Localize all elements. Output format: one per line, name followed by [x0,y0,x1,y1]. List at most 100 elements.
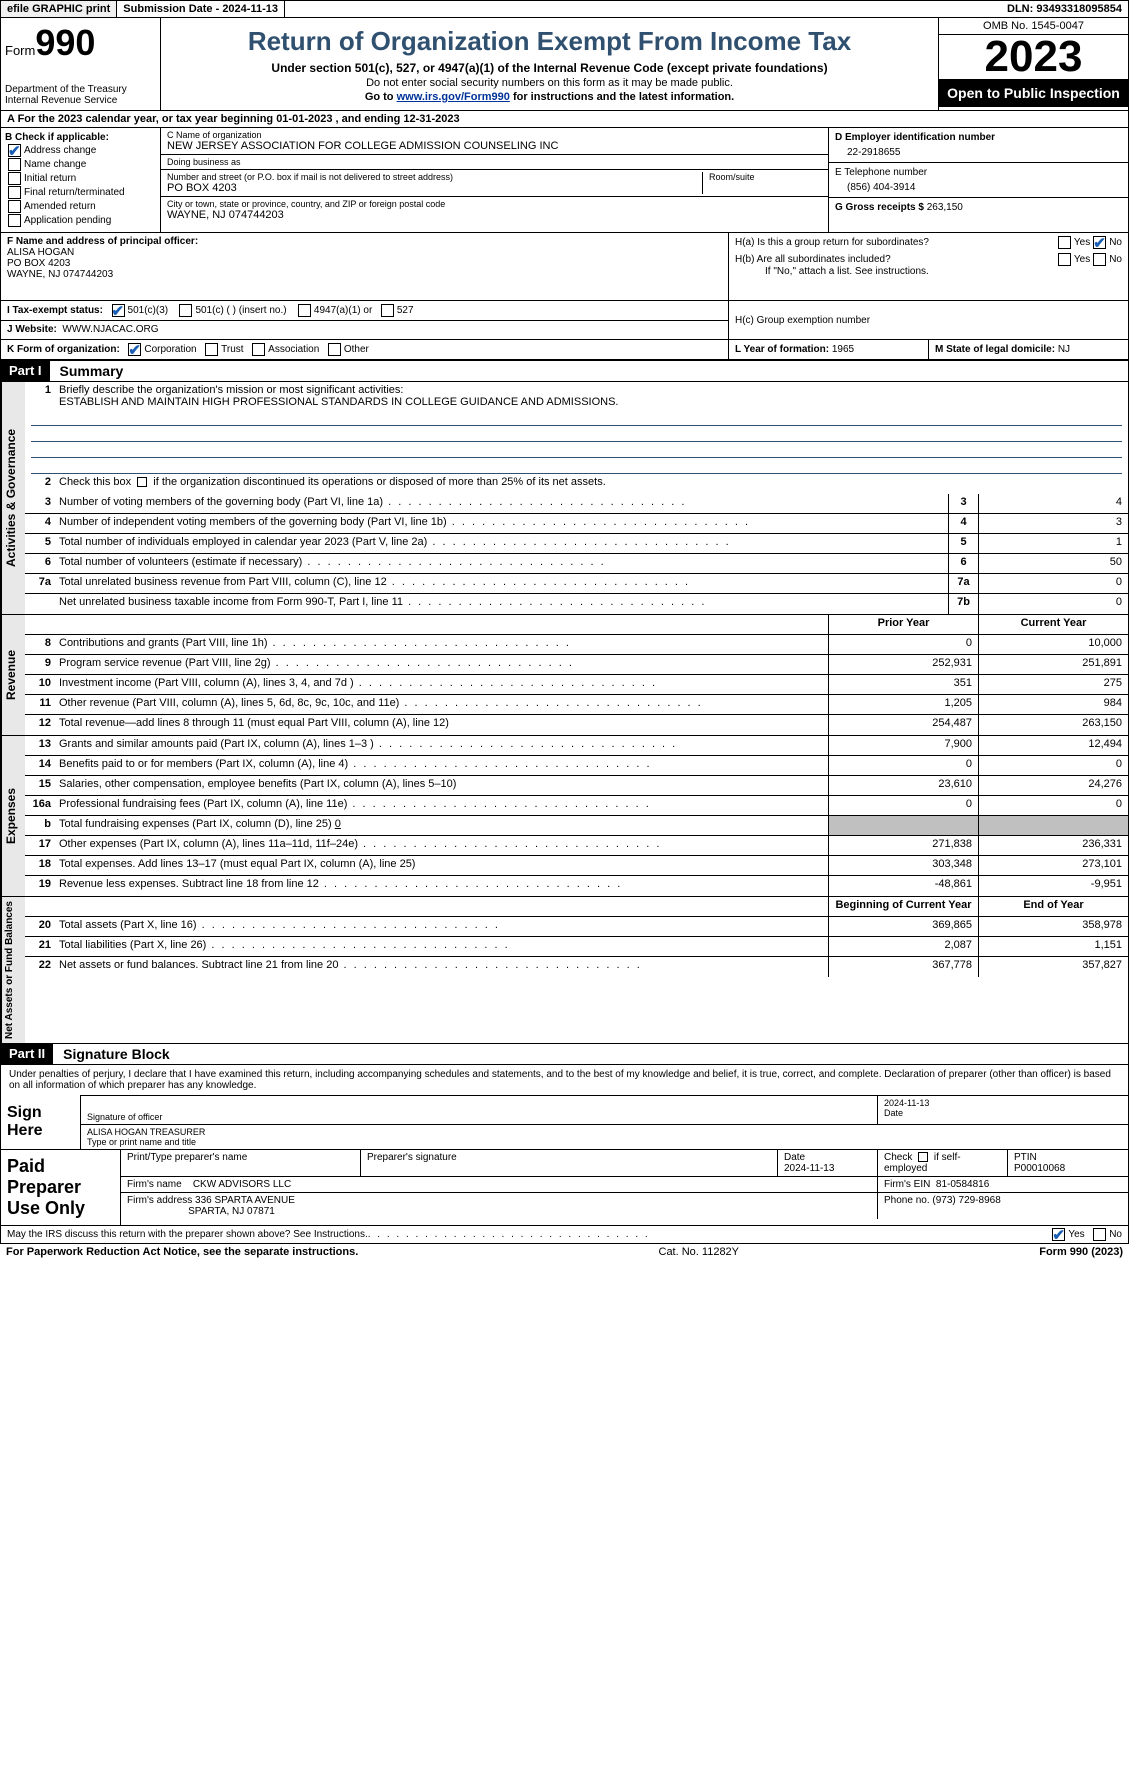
firm-ein-val: 81-0584816 [936,1179,989,1190]
firm-addr1: 336 SPARTA AVENUE [195,1195,295,1206]
l17: Other expenses (Part IX, column (A), lin… [55,836,828,855]
firm-name-val: CKW ADVISORS LLC [193,1179,291,1190]
c22: 357,827 [978,957,1128,977]
l4: Number of independent voting members of … [55,514,948,533]
c16a: 0 [978,796,1128,815]
discuss-row: May the IRS discuss this return with the… [0,1226,1129,1244]
domicile: NJ [1058,344,1070,355]
sign-here-label: Sign Here [1,1095,81,1149]
tab-net-assets: Net Assets or Fund Balances [1,897,25,1043]
p8: 0 [828,635,978,654]
cb-501c3[interactable] [112,304,125,317]
c20: 358,978 [978,917,1128,936]
cb-assoc[interactable] [252,343,265,356]
cb-hb-no[interactable] [1093,253,1106,266]
officer-label: F Name and address of principal officer: [7,236,722,247]
cb-ha-no[interactable] [1093,236,1106,249]
l3: Number of voting members of the governin… [55,494,948,513]
cb-discuss-no[interactable] [1093,1228,1106,1241]
l19: Revenue less expenses. Subtract line 18 … [55,876,828,896]
cb-initial-return[interactable] [8,172,21,185]
ssn-note: Do not enter social security numbers on … [171,77,928,89]
c9: 251,891 [978,655,1128,674]
hc-label: H(c) Group exemption number [735,315,870,326]
dept-treasury: Department of the Treasury [5,84,156,95]
cb-other[interactable] [328,343,341,356]
irs-link[interactable]: www.irs.gov/Form990 [397,91,510,103]
preparer-block: Paid Preparer Use Only Print/Type prepar… [0,1150,1129,1226]
ha-label: H(a) Is this a group return for subordin… [735,237,1055,248]
firm-ein-label: Firm's EIN [884,1179,930,1190]
pra-notice: For Paperwork Reduction Act Notice, see … [6,1246,358,1258]
year-formation-label: L Year of formation: [735,344,829,355]
website-label: J Website: [7,324,57,335]
cb-corp[interactable] [128,343,141,356]
ptin-val: P00010068 [1014,1163,1065,1174]
cb-527[interactable] [381,304,394,317]
c21: 1,151 [978,937,1128,956]
cb-amended[interactable] [8,200,21,213]
dba-label: Doing business as [167,157,822,167]
tax-year: 2023 [939,35,1128,79]
l1-label: Briefly describe the organization's miss… [59,384,403,396]
submission-date: Submission Date - 2024-11-13 [117,1,285,17]
cb-name-change[interactable] [8,158,21,171]
l12: Total revenue—add lines 8 through 11 (mu… [55,715,828,735]
city-value: WAYNE, NJ 074744203 [167,209,822,221]
c17: 236,331 [978,836,1128,855]
city-label: City or town, state or province, country… [167,199,822,209]
cb-self-employed[interactable] [918,1152,928,1162]
room-label: Room/suite [709,172,822,182]
cb-discuss-yes[interactable] [1052,1228,1065,1241]
ein-value: 22-2918655 [835,143,1122,158]
cb-address-change[interactable] [8,144,21,157]
tab-governance: Activities & Governance [1,382,25,614]
domicile-label: M State of legal domicile: [935,344,1055,355]
l22: Net assets or fund balances. Subtract li… [55,957,828,977]
cb-hb-yes[interactable] [1058,253,1071,266]
part2-header: Part II [1,1044,53,1064]
cb-501c[interactable] [179,304,192,317]
cb-discontinued[interactable] [137,477,147,487]
hb-label: H(b) Are all subordinates included? [735,254,1055,265]
sig-date-label: Date [884,1108,1122,1118]
l7b: Net unrelated business taxable income fr… [55,594,948,614]
phone-label: E Telephone number [835,167,1122,178]
col-end: End of Year [978,897,1128,916]
l21: Total liabilities (Part X, line 26) [55,937,828,956]
public-inspection: Open to Public Inspection [939,79,1128,107]
p18: 303,348 [828,856,978,875]
p21: 2,087 [828,937,978,956]
sig-officer-label: Signature of officer [87,1112,871,1122]
c14: 0 [978,756,1128,775]
cb-4947[interactable] [298,304,311,317]
officer-name: ALISA HOGAN [7,247,722,258]
l15: Salaries, other compensation, employee b… [55,776,828,795]
cb-trust[interactable] [205,343,218,356]
box-b: B Check if applicable: Address change Na… [1,128,161,232]
c19: -9,951 [978,876,1128,896]
l1-text: ESTABLISH AND MAINTAIN HIGH PROFESSIONAL… [59,396,618,408]
v5: 1 [978,534,1128,553]
street-label: Number and street (or P.O. box if mail i… [167,172,702,182]
p13: 7,900 [828,736,978,755]
cb-final-return[interactable] [8,186,21,199]
col-current: Current Year [978,615,1128,634]
section-a: A For the 2023 calendar year, or tax yea… [0,111,1129,128]
dln: DLN: 93493318095854 [1001,1,1128,17]
sig-date-val: 2024-11-13 [884,1098,1122,1108]
p20: 369,865 [828,917,978,936]
form-title: Return of Organization Exempt From Incom… [171,26,928,57]
p19: -48,861 [828,876,978,896]
irs-label: Internal Revenue Service [5,95,156,106]
cb-ha-yes[interactable] [1058,236,1071,249]
p16a: 0 [828,796,978,815]
v6: 50 [978,554,1128,573]
efile-label: efile GRAPHIC print [1,1,117,17]
c15: 24,276 [978,776,1128,795]
header-lower: F Name and address of principal officer:… [0,233,1129,340]
cb-app-pending[interactable] [8,214,21,227]
perjury-text: Under penalties of perjury, I declare th… [1,1065,1128,1095]
prep-self-employed: Check if self-employed [878,1150,1008,1176]
firm-name-label: Firm's name [127,1179,182,1190]
